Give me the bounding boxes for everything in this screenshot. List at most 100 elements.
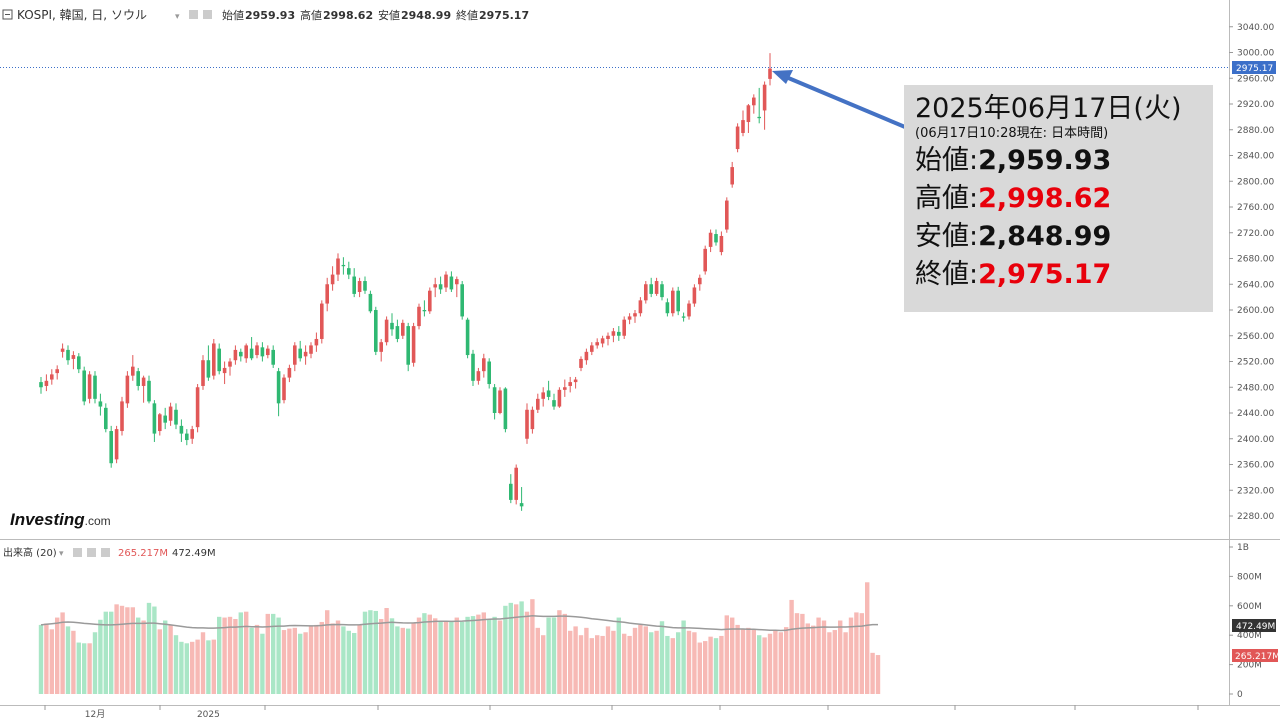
- candle-body: [665, 302, 670, 314]
- info-high-value: 2,998.62: [978, 183, 1112, 214]
- volume-bar: [713, 638, 719, 694]
- candle-body: [271, 349, 275, 365]
- volume-bar: [238, 612, 243, 694]
- volume-bar: [249, 627, 254, 694]
- close-icon[interactable]: [101, 548, 110, 557]
- volume-bar: [217, 616, 222, 694]
- volume-bar: [465, 616, 470, 694]
- visibility-icon[interactable]: [87, 548, 96, 557]
- volume-bar: [200, 632, 206, 694]
- volume-bar: [76, 642, 81, 694]
- volume-bar: [125, 607, 130, 694]
- volume-bar: [632, 627, 638, 694]
- price-tick-label: 3040.00: [1237, 23, 1274, 33]
- volume-bar: [141, 620, 146, 694]
- candle-body: [514, 467, 518, 500]
- candle-body: [357, 281, 362, 292]
- volume-bar: [832, 630, 837, 694]
- candle-body: [503, 388, 508, 430]
- info-asof: (06月17日10:28現在: 日本時間): [915, 126, 1109, 141]
- volume-bar: [292, 627, 297, 694]
- candle-body: [222, 367, 227, 374]
- settings-icon[interactable]: [189, 10, 198, 19]
- volume-bar: [433, 618, 438, 694]
- candle-body: [714, 234, 718, 243]
- candle-body: [455, 279, 459, 285]
- volume-bar: [195, 639, 200, 694]
- info-close-label: 終値: [915, 259, 969, 290]
- volume-bar: [179, 641, 184, 694]
- header-open-label: 始値: [222, 8, 244, 22]
- candle-body: [703, 248, 707, 272]
- volume-bar: [379, 619, 384, 694]
- volume-bar: [211, 639, 216, 694]
- candle-body: [681, 316, 686, 318]
- candle-body: [768, 68, 772, 79]
- volume-bar: [454, 617, 459, 694]
- candle-body: [244, 345, 248, 359]
- volume-bar: [487, 619, 492, 694]
- collapse-icon[interactable]: [2, 9, 13, 20]
- candle-body: [536, 398, 540, 410]
- volume-bar: [767, 633, 773, 694]
- visibility-icon[interactable]: [203, 10, 212, 19]
- volume-bar: [346, 630, 351, 694]
- candle-body: [228, 361, 232, 367]
- price-tick-label: 2800.00: [1237, 177, 1274, 187]
- volume-bar: [584, 627, 589, 694]
- candle-body: [212, 343, 216, 376]
- volume-bar: [136, 617, 141, 694]
- volume-bar: [703, 641, 708, 694]
- symbol-title[interactable]: KOSPI, 韓国, 日, ソウル: [17, 8, 147, 22]
- volume-bar: [535, 627, 540, 694]
- volume-bar: [254, 624, 260, 694]
- volume-bar: [751, 629, 756, 694]
- candle-body: [509, 483, 513, 500]
- candle-body: [195, 387, 200, 428]
- volume-bar: [519, 601, 524, 694]
- candle-body: [260, 347, 265, 357]
- candle-body: [633, 313, 637, 317]
- investing-logo[interactable]: Investing.com: [10, 510, 111, 530]
- candle-body: [698, 277, 702, 285]
- price-tick-label: 2640.00: [1237, 280, 1274, 290]
- volume-bar: [49, 629, 54, 694]
- volume-bar: [670, 638, 675, 694]
- candle-body: [50, 374, 54, 380]
- price-tick-label: 2440.00: [1237, 409, 1274, 419]
- candle-body: [168, 406, 173, 421]
- volume-bar: [551, 617, 557, 694]
- volume-bar: [476, 614, 481, 694]
- volume-bar: [82, 643, 87, 694]
- volume-bar: [643, 626, 648, 694]
- header-high-value: 2998.62: [323, 9, 373, 22]
- candle-body: [584, 351, 589, 361]
- chevron-down-icon[interactable]: ▾: [175, 12, 180, 22]
- volume-bar: [497, 620, 503, 694]
- candle-body: [109, 431, 113, 464]
- volume-bar: [838, 620, 843, 694]
- volume-title[interactable]: 出来高 (20): [3, 546, 57, 559]
- candle-body: [163, 415, 167, 423]
- candle-body: [476, 371, 481, 381]
- volume-bar: [854, 612, 859, 694]
- volume-bar: [319, 621, 324, 694]
- settings-icon[interactable]: [73, 548, 82, 557]
- candle-body: [352, 276, 356, 294]
- candle-body: [552, 400, 556, 407]
- chevron-down-icon[interactable]: ▾: [59, 549, 64, 559]
- volume-tick-label: 800M: [1237, 572, 1262, 582]
- volume-bar: [514, 604, 519, 694]
- price-tick-label: 2360.00: [1237, 461, 1274, 471]
- volume-bar: [55, 617, 60, 694]
- candle-body: [379, 342, 383, 352]
- candle-body: [87, 374, 92, 399]
- candle-body: [190, 429, 194, 439]
- candle-body: [384, 319, 389, 343]
- candle-body: [411, 326, 416, 363]
- volume-bar: [676, 632, 681, 694]
- volume-bar: [400, 627, 405, 694]
- volume-bar: [168, 624, 173, 694]
- candle-body: [617, 331, 621, 336]
- info-open-label: 始値: [915, 145, 969, 176]
